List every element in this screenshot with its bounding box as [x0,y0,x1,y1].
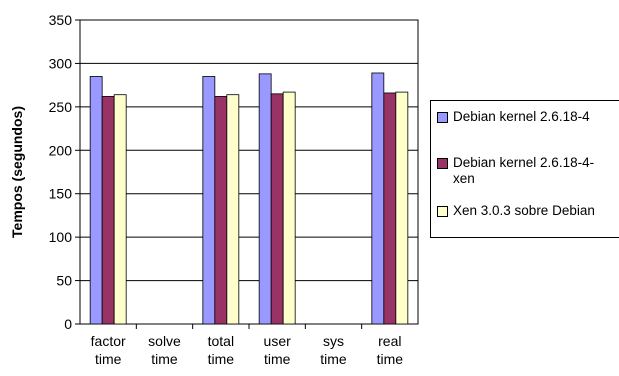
bar [226,94,240,325]
y-tick-label: 200 [49,142,73,158]
x-tick-label: total [208,333,234,349]
bar [258,73,272,325]
x-tick-label: time [95,351,122,367]
y-tick-label: 100 [49,229,73,245]
y-tick-label: 150 [49,186,73,202]
x-tick-label: solve [148,333,181,349]
y-tick-label: 300 [49,55,73,71]
legend-label: Xen 3.0.3 sobre Debian [453,203,595,218]
bar [214,96,228,325]
bar [383,92,397,325]
bar [282,91,296,325]
x-tick-label: time [208,351,235,367]
bar [270,93,284,325]
x-tick-label: factor [91,333,126,349]
legend-swatch [437,112,448,123]
bar [89,76,103,325]
y-tick-label: 0 [64,316,72,332]
legend-label-line2: xen [453,171,475,186]
x-tick-label: time [320,351,347,367]
y-tick-label: 50 [56,273,72,289]
y-tick-label: 350 [49,12,73,28]
bar [113,94,127,325]
x-tick-label: user [264,333,292,349]
legend-swatch [437,206,448,217]
x-tick-label: sys [323,333,344,349]
y-tick-label: 250 [49,99,73,115]
bar [371,72,385,325]
legend: Debian kernel 2.6.18-4 Debian kernel 2.6… [430,100,619,238]
legend-label: Debian kernel 2.6.18-4 [453,109,590,124]
legend-label: Debian kernel 2.6.18-4- [453,155,595,170]
x-tick-label: time [264,351,291,367]
y-axis-label: Tempos (segundos) [9,106,25,238]
x-tick-label: time [151,351,178,367]
bar [202,76,216,325]
bar [395,91,409,325]
x-tick-label: time [377,351,404,367]
bar [101,96,115,325]
legend-swatch [437,158,448,169]
x-tick-label: real [378,333,401,349]
plot-area [79,19,419,325]
